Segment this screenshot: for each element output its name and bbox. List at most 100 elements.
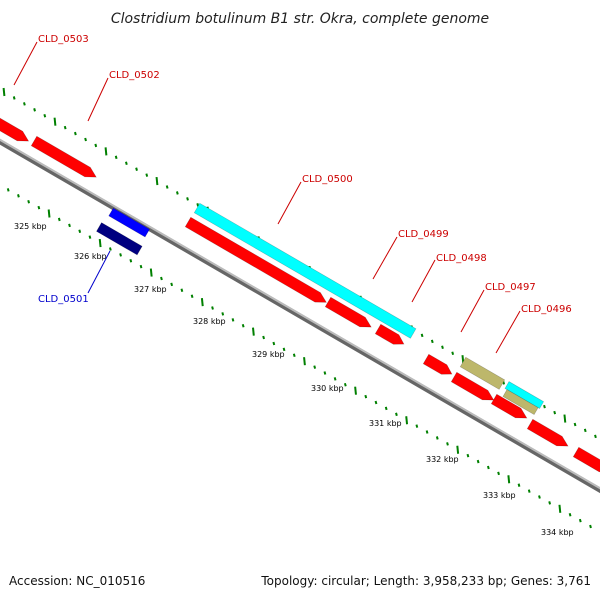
minor-tick <box>23 102 26 106</box>
genome-summary-text: Topology: circular; Length: 3,958,233 bp… <box>260 574 591 588</box>
rna-feature-2[interactable] <box>504 381 545 409</box>
major-tick <box>155 176 159 186</box>
minor-tick <box>145 173 149 177</box>
gene-cld-0495[interactable] <box>490 393 529 423</box>
major-tick <box>558 504 562 513</box>
major-tick <box>98 238 102 248</box>
major-tick <box>104 147 108 156</box>
minor-tick <box>68 223 71 228</box>
gene-cld-0498[interactable] <box>374 323 406 349</box>
minor-tick <box>425 430 429 434</box>
minor-tick <box>517 483 521 487</box>
gene-cld-0501-part[interactable] <box>96 222 143 256</box>
minor-tick <box>395 412 398 417</box>
minor-tick <box>170 282 174 287</box>
label-cld-0497[interactable]: CLD_0497 <box>485 282 536 293</box>
leader-cld-0500 <box>277 181 302 225</box>
minor-tick <box>272 341 276 346</box>
minor-tick <box>578 518 582 523</box>
leader-cld-0496 <box>495 310 521 354</box>
minor-tick <box>323 371 327 375</box>
minor-tick <box>476 459 480 464</box>
minor-tick <box>441 345 444 350</box>
scale-label: 326 kbp <box>74 252 107 261</box>
minor-tick <box>568 512 572 517</box>
label-cld-0502[interactable]: CLD_0502 <box>109 70 160 81</box>
minor-tick <box>63 125 67 130</box>
minor-tick <box>543 404 546 409</box>
minor-tick <box>119 253 122 257</box>
minor-tick <box>364 394 368 399</box>
major-tick <box>354 386 357 395</box>
minor-tick <box>221 312 225 316</box>
minor-tick <box>451 351 455 355</box>
scale-label: 334 kbp <box>541 528 574 537</box>
label-cld-0499[interactable]: CLD_0499 <box>398 229 449 240</box>
major-tick <box>507 475 511 484</box>
major-tick <box>405 416 409 425</box>
gene-cld-0494[interactable] <box>526 418 571 451</box>
rna-feature-1[interactable] <box>193 202 417 339</box>
leader-cld-0498 <box>411 259 436 303</box>
minor-tick <box>57 217 61 222</box>
minor-tick <box>573 422 577 427</box>
gene-cld-0501[interactable] <box>108 207 150 238</box>
scale-label: 329 kbp <box>252 350 285 359</box>
minor-tick <box>190 294 194 298</box>
accession-text: Accession: NC_010516 <box>9 574 145 588</box>
minor-tick <box>160 276 163 281</box>
minor-tick <box>466 453 470 458</box>
major-tick <box>563 414 567 423</box>
gene-cld-0497[interactable] <box>422 353 454 379</box>
minor-tick <box>6 188 10 192</box>
minor-tick <box>420 333 424 338</box>
gene-cld-0493[interactable] <box>572 446 600 477</box>
major-tick <box>456 445 460 454</box>
minor-tick <box>109 247 112 251</box>
label-cld-0498[interactable]: CLD_0498 <box>436 253 487 264</box>
minor-tick <box>114 155 118 160</box>
other-feature-1[interactable] <box>459 356 506 390</box>
major-tick <box>47 209 51 218</box>
minor-tick <box>125 161 128 166</box>
scale-label: 331 kbp <box>369 419 402 428</box>
label-cld-0501[interactable]: CLD_0501 <box>38 294 89 305</box>
minor-tick <box>139 264 143 269</box>
minor-tick <box>446 442 449 446</box>
minor-tick <box>94 143 98 148</box>
leader-cld-0497 <box>460 289 485 333</box>
minor-tick <box>33 108 36 112</box>
leader-cld-0502 <box>87 77 109 122</box>
major-tick <box>252 327 255 336</box>
minor-tick <box>486 465 490 470</box>
label-cld-0503[interactable]: CLD_0503 <box>38 34 89 45</box>
inner-tick-track <box>6 188 592 529</box>
minor-tick <box>553 410 557 415</box>
scale-label: 325 kbp <box>14 222 47 231</box>
map-title: Clostridium botulinum B1 str. Okra, comp… <box>111 11 489 27</box>
gene-cld-0499[interactable] <box>324 296 374 332</box>
gene-cld-0500[interactable] <box>184 216 329 307</box>
minor-tick <box>135 167 138 171</box>
minor-tick <box>415 424 419 428</box>
minor-tick <box>175 191 179 195</box>
label-cld-0496[interactable]: CLD_0496 <box>521 304 572 315</box>
major-tick <box>2 87 6 97</box>
major-tick <box>149 268 153 277</box>
major-tick <box>200 298 204 307</box>
gene-cld-0503[interactable] <box>0 115 31 146</box>
minor-tick <box>589 524 592 529</box>
gene-cld-0502[interactable] <box>30 135 99 182</box>
minor-tick <box>333 377 337 381</box>
minor-tick <box>313 365 317 369</box>
minor-tick <box>538 495 541 499</box>
label-cld-0500[interactable]: CLD_0500 <box>302 174 353 185</box>
other-feature-2[interactable] <box>502 389 539 415</box>
minor-tick <box>74 131 77 136</box>
minor-tick <box>27 199 31 204</box>
minor-tick <box>384 406 388 411</box>
gene-cld-0496[interactable] <box>450 371 496 405</box>
minor-tick <box>548 501 552 505</box>
